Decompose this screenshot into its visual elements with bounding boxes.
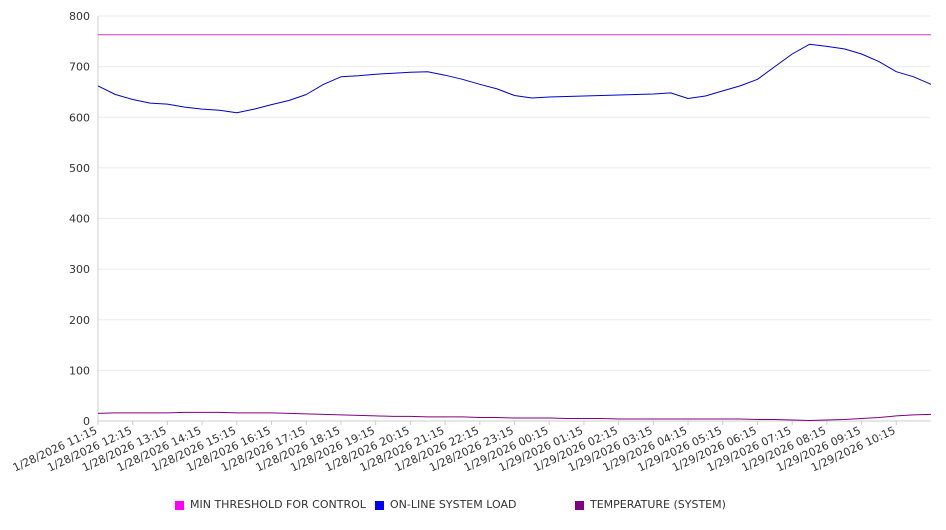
legend-swatch-temperature — [575, 500, 584, 510]
y-tick-label-400: 400 — [69, 213, 90, 226]
series-line-temperature — [97, 411, 932, 421]
y-tick-label-200: 200 — [69, 314, 90, 327]
y-tick-label-100: 100 — [69, 364, 90, 377]
legend-item-temperature: TEMPERATURE (SYSTEM) — [575, 498, 726, 512]
y-tick-label-300: 300 — [69, 263, 90, 276]
legend-swatch-min-threshold — [175, 500, 184, 510]
legend-label-temperature: TEMPERATURE (SYSTEM) — [590, 498, 726, 511]
y-tick-label-600: 600 — [69, 111, 90, 124]
legend-label-system-load: ON-LINE SYSTEM LOAD — [390, 498, 517, 511]
axes — [97, 16, 931, 425]
series-lines — [97, 34, 932, 421]
y-tick-label-800: 800 — [69, 10, 90, 23]
grid-lines — [98, 15, 931, 371]
y-tick-label-700: 700 — [69, 61, 90, 74]
legend-label-min-threshold: MIN THRESHOLD FOR CONTROL — [190, 498, 366, 511]
y-tick-labels: 0 100 200 300 400 500 600 700 800 — [69, 10, 90, 428]
legend-item-min-threshold: MIN THRESHOLD FOR CONTROL — [175, 498, 366, 512]
x-tick-labels: 1/28/2026 11:151/28/2026 12:151/28/2026 … — [11, 424, 898, 474]
legend-item-system-load: ON-LINE SYSTEM LOAD — [375, 498, 516, 512]
y-tick-label-0: 0 — [83, 415, 90, 428]
series-line-system-load — [97, 43, 932, 114]
legend-swatch-system-load — [375, 500, 384, 510]
y-tick-label-500: 500 — [69, 162, 90, 175]
